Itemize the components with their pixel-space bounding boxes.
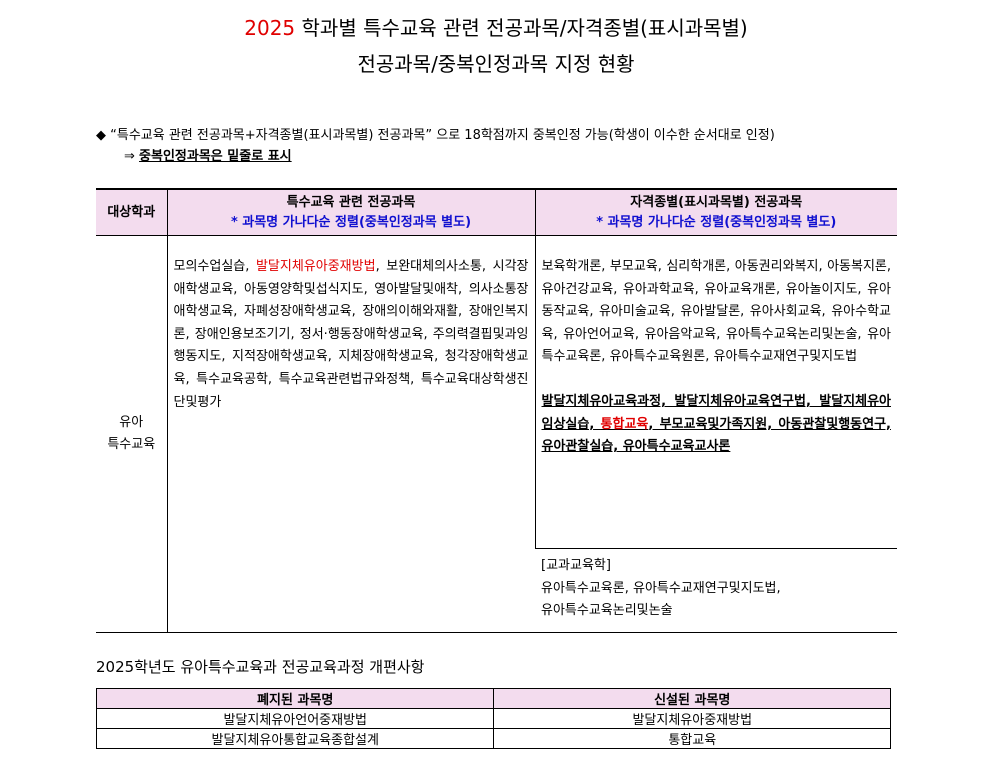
table-row: [교과교육학] 유아특수교육론, 유아특수교재연구및지도법, 유아특수교육논리및… — [96, 548, 897, 633]
removed-course: 발달지체유아통합교육종합설계 — [95, 728, 495, 749]
dept-line2: 특수교육 — [107, 437, 156, 452]
header-col2-title: 자격종별(표시과목별) 전공과목 — [630, 194, 803, 210]
dept-line1: 유아 — [119, 415, 144, 430]
header-dept: 대상학과 — [96, 188, 167, 236]
header-col2: 자격종별(표시과목별) 전공과목 * 과목명 가나다순 정렬(중복인정과목 별도) — [534, 188, 897, 236]
title-year: 2025 — [244, 16, 296, 40]
table-row: 발달지체유아통합교육종합설계 통합교육 — [95, 728, 891, 749]
header-added: 신설된 과목명 — [493, 688, 891, 709]
added-course: 통합교육 — [493, 728, 891, 749]
note-line1: ◆ “특수교육 관련 전공과목+자격종별(표시과목별) 전공과목” 으로 18학… — [96, 124, 775, 143]
note-text: “특수교육 관련 전공과목+자격종별(표시과목별) 전공과목” 으로 18학점까… — [110, 128, 775, 143]
changes-table: 폐지된 과목명 신설된 과목명 발달지체유아언어중재방법 발달지체유아중재방법 … — [95, 688, 891, 749]
main-table: 대상학과 특수교육 관련 전공과목 * 과목명 가나다순 정렬(중복인정과목 별도… — [96, 188, 897, 633]
col1-text: 모의수업실습, 발달지체유아중재방법, 보완대체의사소통, 시각장애학생교육, … — [168, 236, 535, 414]
col2-dup-text: 발달지체유아교육과정, 발달지체유아교육연구법, 발달지체유아임상실습, 통합교… — [536, 369, 898, 459]
diamond-bullet-icon: ◆ — [96, 128, 111, 143]
header-col1-sub: * 과목명 가나다순 정렬(중복인정과목 별도) — [230, 214, 472, 230]
col2-dup-b: , 부모교육및가족지원, 아동관찰및행동연구, 유아관찰실습, 유아특수교육교사… — [541, 416, 892, 455]
col1-text-b: , 보완대체의사소통, 시각장애학생교육, 아동영양학및섭식지도, 영아발달및애… — [173, 259, 529, 410]
col2-regular-text: 보육학개론, 부모교육, 심리학개론, 아동권리와복지, 아동복지론, 유아건강… — [541, 259, 892, 365]
col2-dup-red: 통합교육 — [600, 416, 649, 432]
subject-line1: 유아특수교육론, 유아특수교재연구및지도법, — [541, 580, 781, 596]
col1-text-a: 모의수업실습, — [173, 259, 256, 274]
added-course: 발달지체유아중재방법 — [493, 708, 891, 729]
subject-label: [교과교육학] — [541, 558, 611, 573]
page-title-line2: 전공과목/중복인정과목 지정 현황 — [357, 52, 635, 76]
arrow-icon: ⇒ — [124, 149, 135, 164]
col1-text-red: 발달지체유아중재방법 — [255, 259, 376, 274]
note-underline-text: 중복인정과목은 밑줄로 표시 — [139, 149, 292, 164]
table-row: 발달지체유아언어중재방법 발달지체유아중재방법 — [95, 708, 891, 729]
subject-line2: 유아특수교육논리및논술 — [541, 603, 673, 619]
col2-cell: 보육학개론, 부모교육, 심리학개론, 아동권리와복지, 아동복지론, 유아건강… — [534, 235, 898, 549]
header-removed: 폐지된 과목명 — [95, 688, 495, 709]
header-col1-title: 특수교육 관련 전공과목 — [286, 194, 416, 210]
page-title-line1: 2025 학과별 특수교육 관련 전공과목/자격종별(표시과목별) — [0, 12, 992, 41]
removed-course: 발달지체유아언어중재방법 — [95, 708, 495, 729]
changes-title: 2025학년도 유아특수교육과 전공교육과정 개편사항 — [96, 658, 425, 676]
changes-header-row: 폐지된 과목명 신설된 과목명 — [95, 688, 891, 709]
header-row: 대상학과 특수교육 관련 전공과목 * 과목명 가나다순 정렬(중복인정과목 별도… — [96, 188, 897, 236]
header-col1: 특수교육 관련 전공과목 * 과목명 가나다순 정렬(중복인정과목 별도) — [166, 188, 535, 236]
title-text: 학과별 특수교육 관련 전공과목/자격종별(표시과목별) — [295, 16, 748, 40]
col1-cell: 모의수업실습, 발달지체유아중재방법, 보완대체의사소통, 시각장애학생교육, … — [166, 235, 535, 633]
col2-subject-cell: [교과교육학] 유아특수교육론, 유아특수교재연구및지도법, 유아특수교육논리및… — [535, 548, 897, 633]
col2-dup-a: 발달지체유아교육과정, 발달지체유아교육연구법, 발달지체유아임상실습, — [541, 393, 892, 432]
note-line2: ⇒ 중복인정과목은 밑줄로 표시 — [124, 145, 292, 164]
header-col2-sub: * 과목명 가나다순 정렬(중복인정과목 별도) — [596, 214, 837, 230]
